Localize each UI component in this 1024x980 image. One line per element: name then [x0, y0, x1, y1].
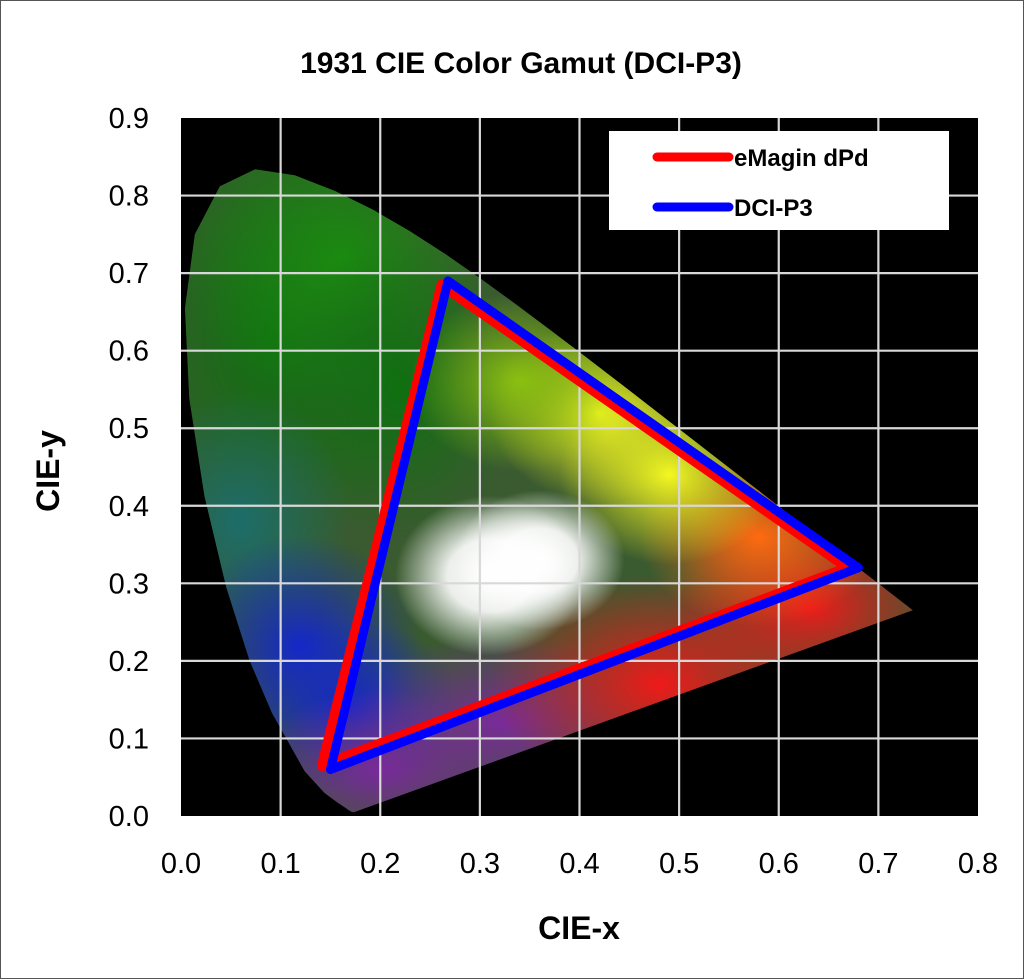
y-tick-labels: 0.0 0.1 0.2 0.3 0.4 0.5 0.6 0.7 0.8 0.9: [109, 103, 149, 833]
y-tick-label: 0.3: [109, 568, 149, 600]
x-tick-label: 0.2: [360, 848, 400, 880]
x-tick-label: 0.3: [460, 848, 500, 880]
x-tick-label: 0.8: [958, 848, 998, 880]
x-tick-labels: 0.0 0.1 0.2 0.3 0.4 0.5 0.6 0.7 0.8: [161, 848, 998, 880]
y-tick-label: 0.5: [109, 413, 149, 445]
y-tick-label: 0.6: [109, 336, 149, 368]
x-tick-label: 0.5: [659, 848, 699, 880]
y-tick-label: 0.1: [109, 723, 149, 755]
y-tick-label: 0.2: [109, 646, 149, 678]
series-dci-p3-triangle: [325, 276, 863, 774]
y-tick-label: 0.8: [109, 181, 149, 213]
y-tick-label: 0.9: [109, 103, 149, 135]
x-tick-label: 0.1: [260, 848, 300, 880]
y-tick-label: 0.4: [109, 491, 149, 523]
series-group: [317, 276, 863, 774]
series-emagin-dpd-triangle: [317, 279, 854, 772]
y-axis-label: CIE-y: [30, 430, 66, 512]
legend: eMagin dPd DCI-P3: [609, 131, 949, 230]
x-axis-label: CIE-x: [538, 910, 620, 946]
x-tick-label: 0.6: [759, 848, 799, 880]
legend-label-emagin: eMagin dPd: [734, 145, 869, 172]
legend-box: [609, 131, 949, 230]
x-tick-label: 0.7: [858, 848, 898, 880]
chart-title: 1931 CIE Color Gamut (DCI-P3): [300, 47, 742, 80]
gamut-color-region: [454, 490, 625, 631]
y-tick-label: 0.0: [109, 801, 149, 833]
x-tick-label: 0.4: [559, 848, 599, 880]
y-tick-label: 0.7: [109, 258, 149, 290]
legend-label-dci-p3: DCI-P3: [734, 195, 813, 222]
x-tick-label: 0.0: [161, 848, 201, 880]
